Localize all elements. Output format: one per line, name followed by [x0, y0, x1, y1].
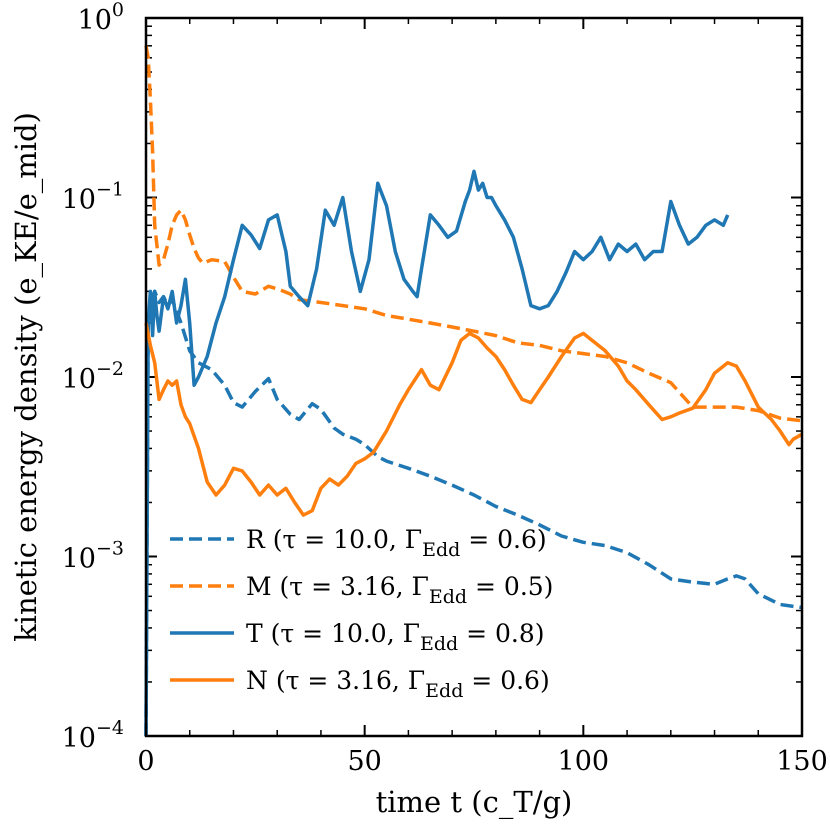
series-line-T: [144, 169, 730, 737]
series-layer: [144, 45, 803, 737]
y-tick-label: 10−1: [62, 179, 124, 216]
x-tick-label: 100: [558, 746, 610, 777]
legend: R (τ = 10.0, ΓEdd = 0.6) M (τ = 3.16, ΓEd…: [170, 525, 553, 702]
legend-label-T: T (τ = 10.0, ΓEdd = 0.8): [246, 619, 545, 655]
y-tick-label: 10−3: [62, 538, 124, 575]
legend-label-M: M (τ = 3.16, ΓEdd = 0.5): [246, 572, 553, 608]
legend-label-R: R (τ = 10.0, ΓEdd = 0.6): [246, 525, 547, 561]
x-tick-label: 0: [137, 746, 154, 777]
series-line-M: [144, 45, 803, 423]
y-axis-label: kinetic energy density (e_KE/e_mid): [9, 112, 44, 642]
plot-frame: [144, 16, 804, 738]
legend-label-N: N (τ = 3.16, ΓEdd = 0.6): [246, 666, 550, 702]
series-line-N: [144, 322, 803, 517]
y-tick-label: 10−2: [62, 358, 124, 395]
x-axis-label: time t (c_T/g): [376, 785, 573, 820]
x-tick-label: 50: [347, 746, 381, 777]
y-tick-label: 10−4: [62, 717, 124, 754]
tick-labels-layer: 0 50 100 150 10−4 10−3 10−2 10−1 100: [62, 0, 828, 777]
x-tick-label: 150: [776, 746, 828, 777]
y-tick-label: 100: [78, 0, 124, 36]
